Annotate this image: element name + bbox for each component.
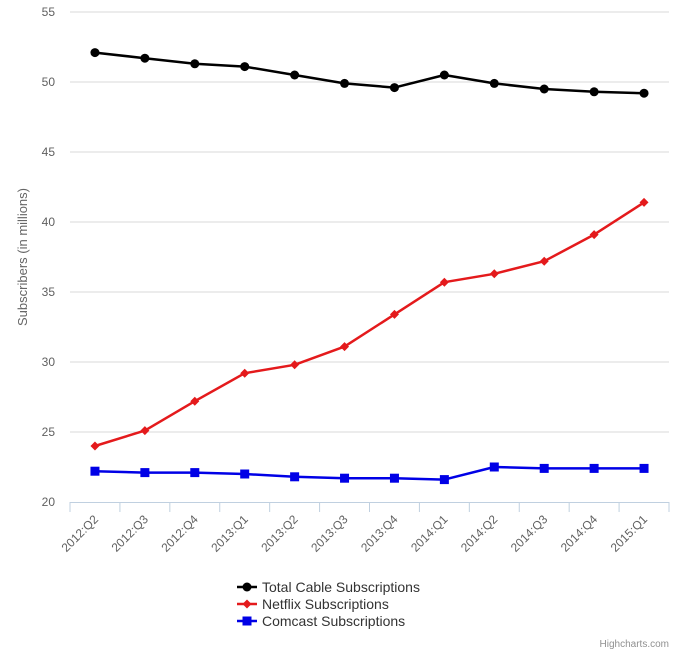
data-point[interactable] [439, 277, 449, 287]
x-axis-ticks [69, 502, 670, 512]
x-tick-label: 2013:Q4 [358, 512, 401, 555]
credits-text[interactable]: Highcharts.com [600, 639, 669, 650]
y-axis-ticks: 20 25 30 35 40 45 50 55 [42, 5, 56, 509]
legend-marker[interactable] [242, 599, 252, 609]
x-tick-label: 2015:Q1 [608, 512, 651, 555]
y-tick-label: 55 [42, 5, 56, 19]
legend-label: Comcast Subscriptions [262, 613, 405, 629]
data-point[interactable] [190, 468, 200, 478]
legend-item[interactable]: Total Cable Subscriptions [237, 579, 420, 595]
x-tick-label: 2013:Q2 [258, 512, 301, 555]
x-tick-label: 2013:Q1 [208, 512, 251, 555]
legend-item[interactable]: Netflix Subscriptions [237, 596, 389, 612]
x-tick-label: 2013:Q3 [308, 512, 351, 555]
data-point[interactable] [190, 59, 200, 69]
data-point[interactable] [140, 426, 150, 436]
grid-lines [70, 11, 669, 433]
y-tick-label: 40 [42, 215, 56, 229]
data-point[interactable] [140, 53, 150, 63]
data-point[interactable] [240, 368, 250, 378]
y-tick-label: 45 [42, 145, 56, 159]
series-line [94, 465, 645, 481]
series-2 [90, 197, 649, 451]
data-point[interactable] [639, 88, 649, 98]
data-point[interactable] [290, 70, 300, 80]
data-point[interactable] [639, 463, 649, 473]
series-3 [90, 462, 649, 485]
legend-label: Netflix Subscriptions [262, 596, 389, 612]
data-point[interactable] [439, 475, 449, 485]
legend-item[interactable]: Comcast Subscriptions [237, 613, 405, 629]
data-point[interactable] [389, 309, 399, 319]
data-point[interactable] [389, 83, 399, 93]
data-point[interactable] [290, 360, 300, 370]
data-point[interactable] [290, 472, 300, 482]
data-point[interactable] [340, 78, 350, 88]
x-tick-label: 2014:Q2 [458, 512, 501, 555]
y-tick-label: 25 [42, 425, 56, 439]
data-point[interactable] [489, 462, 499, 472]
data-point[interactable] [489, 269, 499, 279]
x-tick-label: 2014:Q4 [558, 512, 601, 555]
data-point[interactable] [240, 469, 250, 479]
y-tick-label: 35 [42, 285, 56, 299]
series-line [94, 201, 645, 448]
data-point[interactable] [439, 70, 449, 80]
legend-label: Total Cable Subscriptions [262, 579, 420, 595]
data-point[interactable] [539, 84, 549, 94]
data-point[interactable] [340, 473, 350, 483]
y-tick-label: 50 [42, 75, 56, 89]
x-tick-label: 2012:Q4 [158, 512, 201, 555]
series-1 [90, 48, 649, 98]
x-axis-labels: 2012:Q2 2012:Q3 2012:Q4 2013:Q1 2013:Q2 2013:… [59, 512, 651, 555]
data-point[interactable] [589, 230, 599, 240]
x-tick-label: 2014:Q1 [408, 512, 451, 555]
data-point[interactable] [489, 78, 499, 88]
data-point[interactable] [539, 463, 549, 473]
legend-marker[interactable] [242, 582, 252, 592]
data-point[interactable] [90, 466, 100, 476]
data-point[interactable] [589, 87, 599, 97]
data-point[interactable] [90, 48, 100, 58]
data-point[interactable] [190, 396, 200, 406]
y-tick-label: 30 [42, 355, 56, 369]
data-point[interactable] [639, 197, 649, 207]
x-tick-label: 2012:Q3 [109, 512, 152, 555]
data-point[interactable] [389, 473, 399, 483]
data-point[interactable] [539, 256, 549, 266]
data-point[interactable] [589, 463, 599, 473]
y-axis-title: Subscribers (in millions) [15, 188, 30, 326]
x-tick-label: 2012:Q2 [59, 512, 102, 555]
data-point[interactable] [140, 468, 150, 478]
series-line [94, 51, 645, 95]
data-point[interactable] [240, 62, 250, 72]
data-point[interactable] [340, 342, 350, 352]
y-tick-label: 20 [42, 495, 56, 509]
x-tick-label: 2014:Q3 [508, 512, 551, 555]
series-layer [90, 48, 649, 485]
legend-marker[interactable] [242, 616, 252, 626]
data-point[interactable] [90, 441, 100, 451]
